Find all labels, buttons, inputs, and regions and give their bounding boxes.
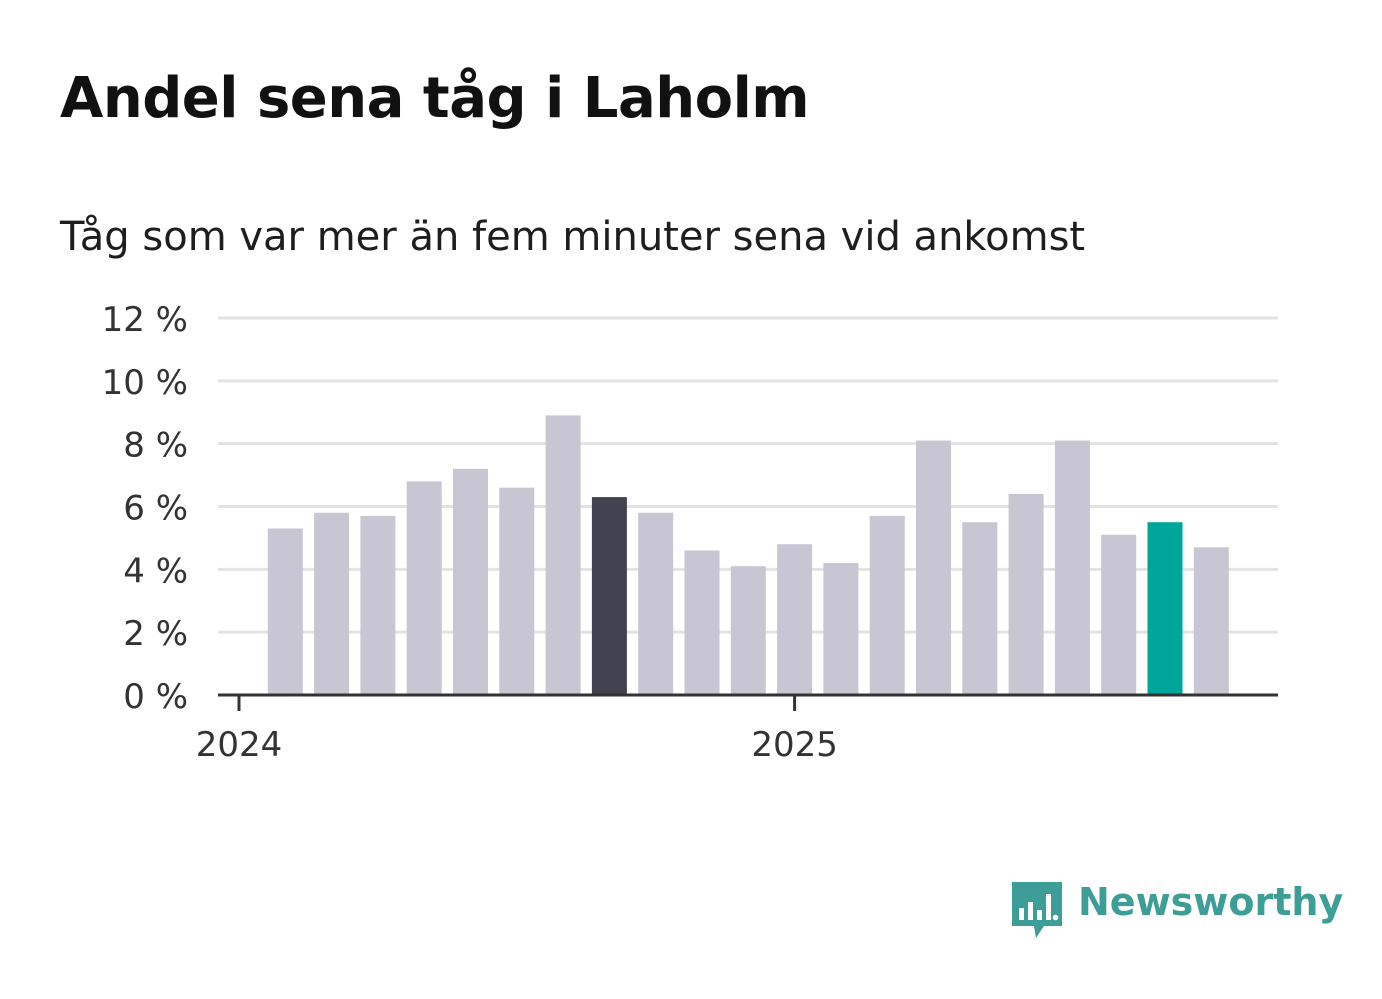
bar-2025-05 [962, 522, 998, 695]
bar-2025-02 [823, 563, 859, 695]
bar-2024-04 [360, 515, 396, 695]
y-tick-label: 12 % [102, 300, 188, 340]
bar-2024-03 [314, 512, 350, 695]
y-axis-labels: 0 % 2 % 4 % 6 % 8 % 10 % 12 % [102, 300, 188, 717]
chart-title: Andel sena tåg i Laholm [60, 66, 810, 131]
y-tick-label: 4 % [123, 551, 188, 591]
bar-2025-06 [1008, 493, 1044, 695]
y-tick-label: 2 % [123, 614, 188, 654]
bars [267, 415, 1229, 695]
bar-2024-07 [499, 487, 535, 695]
bar-2024-06 [453, 468, 488, 695]
bar-2025-04 [916, 440, 951, 695]
x-tick-label: 2025 [751, 725, 838, 765]
y-tick-label: 10 % [102, 363, 188, 403]
chart-subtitle: Tåg som var mer än fem minuter sena vid … [60, 214, 1086, 260]
bar-2024-11 [684, 550, 720, 695]
bar-2025-09 [1147, 522, 1183, 695]
x-tick-label: 2024 [196, 725, 283, 765]
y-tick-label: 6 % [123, 489, 188, 529]
bar-2025-03 [869, 515, 905, 695]
bar-2024-08 [545, 415, 581, 695]
bar-2025-07 [1054, 440, 1090, 695]
newsworthy-chart-bubble-icon [1012, 882, 1062, 938]
y-tick-label: 0 % [123, 677, 188, 717]
bar-2025-01 [777, 544, 813, 695]
x-axis: 2024 2025 [196, 693, 1278, 765]
bar-2024-12 [730, 566, 766, 695]
bar-2025-10 [1193, 547, 1229, 695]
bar-2024-05 [406, 481, 442, 695]
newsworthy-logo-text: Newsworthy [1078, 880, 1344, 924]
bar-2024-10 [638, 512, 674, 695]
bar-2025-08 [1101, 534, 1137, 695]
newsworthy-logo: Newsworthy [1010, 880, 1343, 942]
y-tick-label: 8 % [123, 426, 188, 466]
bar-2024-02 [267, 528, 303, 695]
bar-2024-09 [591, 497, 627, 695]
